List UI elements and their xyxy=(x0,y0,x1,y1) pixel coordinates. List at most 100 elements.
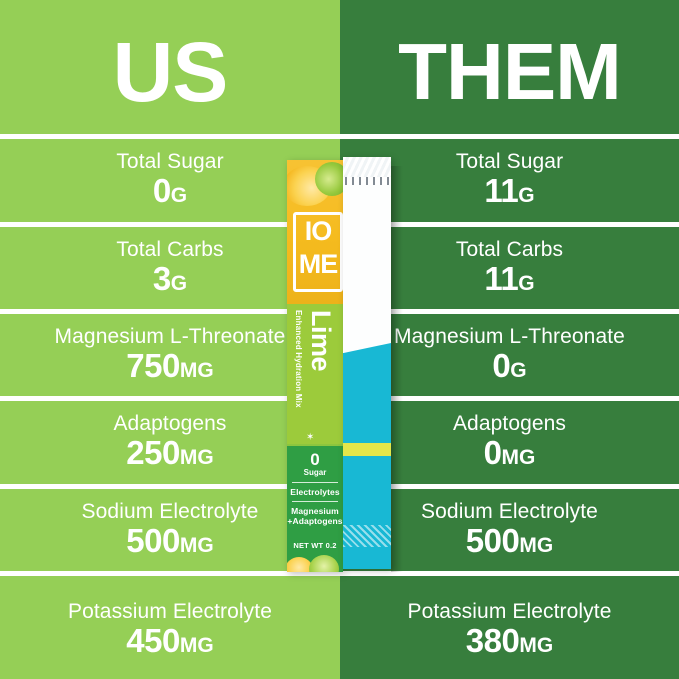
table-row: Potassium Electrolyte 450MG Potassium El… xyxy=(0,571,679,658)
us-product-packet: IO ME Lime Enhanced Hydration Mix ✶ 0 Su… xyxy=(287,160,343,572)
us-cell: Sodium Electrolyte 500MG xyxy=(0,489,340,571)
nutrient-label: Total Sugar xyxy=(116,150,224,174)
packet-code-marks xyxy=(345,177,389,185)
them-value-unit: G xyxy=(510,359,527,383)
lime-slice-icon xyxy=(315,162,343,196)
brand-logo: IO ME xyxy=(293,212,343,292)
us-cell: Magnesium L-Threonate 750MG xyxy=(0,314,340,396)
packet-facts-adaptogens: +Adaptogens xyxy=(287,516,343,526)
packet-bottom-panel xyxy=(287,446,343,572)
us-value: 450MG xyxy=(126,622,214,660)
them-product-packet xyxy=(343,157,391,569)
packet-white-panel xyxy=(343,185,391,357)
lemon-half-icon xyxy=(287,557,313,572)
us-cell: Total Sugar 0G xyxy=(0,139,340,221)
packet-net-weight: NET WT 0.2 xyxy=(293,541,337,550)
nutrient-label: Adaptogens xyxy=(113,412,227,436)
nutrient-label: Sodium Electrolyte xyxy=(421,500,598,524)
them-cell: Total Carbs 11G xyxy=(340,227,679,309)
them-value-unit: MG xyxy=(519,634,554,658)
us-value: 3G xyxy=(152,260,188,298)
them-cell: Potassium Electrolyte 380MG xyxy=(340,576,679,679)
us-cell: Total Carbs 3G xyxy=(0,227,340,309)
us-value-number: 500 xyxy=(126,522,180,560)
us-value-number: 450 xyxy=(126,622,180,660)
us-value: 750MG xyxy=(126,347,214,385)
us-value-unit: MG xyxy=(179,446,214,470)
packet-shadow xyxy=(391,166,403,572)
us-cell: Adaptogens 250MG xyxy=(0,401,340,483)
them-cell: Total Sugar 11G xyxy=(340,139,679,221)
them-value-number: 0 xyxy=(483,434,502,472)
us-value-unit: MG xyxy=(179,534,214,558)
brand-logo-line2: ME xyxy=(298,249,339,279)
us-value-number: 250 xyxy=(126,434,180,472)
them-value-number: 500 xyxy=(465,522,520,560)
nutrient-label: Total Carbs xyxy=(116,238,224,262)
table-row: Total Sugar 0G Total Sugar 11G xyxy=(0,134,679,221)
packet-rule xyxy=(292,482,338,483)
them-value-number: 380 xyxy=(465,622,520,660)
them-value-number: 11 xyxy=(484,172,519,210)
us-value-unit: MG xyxy=(179,634,214,658)
packet-texture xyxy=(343,525,391,547)
them-value-number: 0 xyxy=(492,347,511,385)
packet-flavor-label: Lime xyxy=(306,310,336,372)
lime-half-icon xyxy=(309,555,339,572)
packet-facts-electrolytes: Electrolytes xyxy=(290,487,340,497)
packet-mid-panel xyxy=(287,304,343,444)
row-divider xyxy=(0,134,679,139)
packet-rule xyxy=(292,501,338,502)
nutrient-label: Magnesium L-Threonate xyxy=(394,325,625,349)
us-cell: Potassium Electrolyte 450MG xyxy=(0,576,340,679)
nutrient-label: Potassium Electrolyte xyxy=(407,600,612,624)
page-title-us: US xyxy=(112,25,229,119)
nutrient-label: Total Sugar xyxy=(455,150,564,174)
them-cell: Magnesium L-Threonate 0G xyxy=(340,314,679,396)
them-value-unit: G xyxy=(518,184,535,208)
nutrient-label: Magnesium L-Threonate xyxy=(54,325,286,349)
us-value-unit: G xyxy=(170,184,188,208)
row-divider xyxy=(0,571,679,576)
us-value: 250MG xyxy=(126,434,214,472)
product-packets: IO ME Lime Enhanced Hydration Mix ✶ 0 Su… xyxy=(287,157,393,572)
packet-facts-sugar: Sugar xyxy=(303,468,327,477)
them-value-number: 11 xyxy=(484,260,519,298)
packet-subtitle: Enhanced Hydration Mix xyxy=(294,310,303,408)
them-value: 0MG xyxy=(483,434,536,472)
them-cell: Adaptogens 0MG xyxy=(340,401,679,483)
us-value-number: 0 xyxy=(152,172,171,210)
us-value-unit: MG xyxy=(179,359,214,383)
them-value-unit: G xyxy=(518,272,535,296)
them-value: 500MG xyxy=(465,522,554,560)
us-value-unit: G xyxy=(170,272,188,296)
them-value-unit: MG xyxy=(501,446,536,470)
them-value: 0G xyxy=(492,347,527,385)
us-value-number: 750 xyxy=(126,347,180,385)
packet-facts: 0 Sugar Electrolytes Magnesium +Adaptoge… xyxy=(287,450,343,526)
packet-facts-zero: 0 xyxy=(310,450,320,469)
them-value: 380MG xyxy=(465,622,554,660)
nutrient-label: Potassium Electrolyte xyxy=(67,600,272,624)
us-value: 500MG xyxy=(126,522,214,560)
them-cell: Sodium Electrolyte 500MG xyxy=(340,489,679,571)
packet-facts-magnesium: Magnesium xyxy=(291,506,339,516)
us-value: 0G xyxy=(152,172,188,210)
brand-logo-line1: IO xyxy=(304,216,333,246)
us-value-number: 3 xyxy=(152,260,171,298)
us-column-background xyxy=(0,0,340,679)
nutrient-label: Adaptogens xyxy=(452,412,567,436)
them-value: 11G xyxy=(484,172,535,210)
packet-yellow-stripe xyxy=(343,443,391,456)
nutrient-label: Total Carbs xyxy=(455,238,564,262)
star-icon: ✶ xyxy=(306,432,315,443)
fruit-illustration xyxy=(287,554,343,572)
page-title-them: THEM xyxy=(398,27,622,116)
them-value-unit: MG xyxy=(519,534,554,558)
them-column-background xyxy=(340,0,679,679)
them-value: 11G xyxy=(484,260,535,298)
packet-tear-notch xyxy=(343,157,391,177)
nutrient-label: Sodium Electrolyte xyxy=(81,500,259,524)
